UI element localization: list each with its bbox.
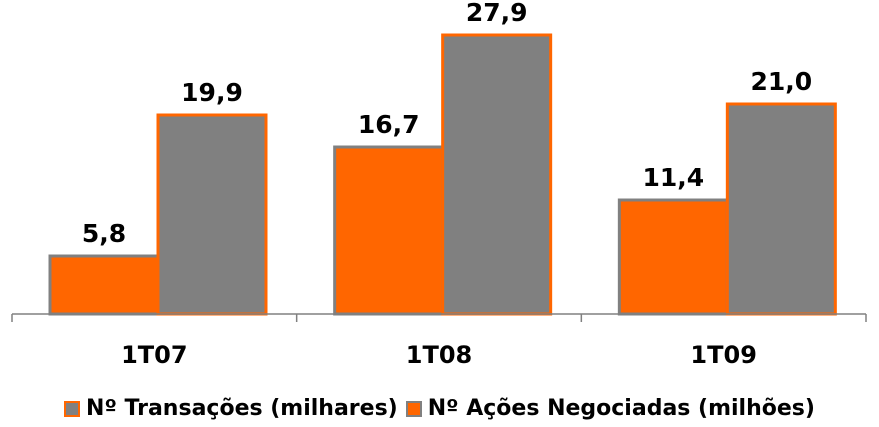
data-label-transacoes-1t07: 5,8 xyxy=(82,219,126,248)
bar-acoes-1t09 xyxy=(725,102,837,316)
category-label-1t07: 1T07 xyxy=(121,341,187,369)
data-label-transacoes-1t08: 16,7 xyxy=(358,110,420,139)
category-labels-layer: 1T07 1T08 1T09 xyxy=(121,341,757,369)
bar-transacoes-1t08 xyxy=(333,145,445,316)
data-label-acoes-1t07: 19,9 xyxy=(181,78,243,107)
data-label-acoes-1t08: 27,9 xyxy=(466,0,528,27)
data-label-acoes-1t09: 21,0 xyxy=(750,67,812,96)
legend-swatch-acoes xyxy=(405,400,422,417)
bar-acoes-1t07 xyxy=(156,113,268,316)
data-label-transacoes-1t09: 11,4 xyxy=(642,163,704,192)
legend: Nº Transações (milhares) Nº Ações Negoci… xyxy=(0,396,879,421)
legend-label-transacoes: Nº Transações (milhares) xyxy=(86,396,398,421)
bar-transacoes-1t09 xyxy=(617,198,729,316)
legend-item-acoes: Nº Ações Negociadas (milhões) xyxy=(405,396,815,421)
legend-swatch-transacoes xyxy=(64,400,81,417)
bar-acoes-1t08 xyxy=(441,33,553,316)
legend-item-transacoes: Nº Transações (milhares) xyxy=(64,396,398,421)
category-label-1t08: 1T08 xyxy=(406,341,472,369)
data-labels-layer: 5,8 19,9 16,7 27,9 11,4 21,0 xyxy=(82,0,812,248)
bars-layer xyxy=(48,33,837,316)
bar-transacoes-1t07 xyxy=(48,254,160,316)
x-axis-ticks xyxy=(11,314,867,322)
legend-label-acoes: Nº Ações Negociadas (milhões) xyxy=(427,396,815,421)
category-label-1t09: 1T09 xyxy=(690,341,756,369)
